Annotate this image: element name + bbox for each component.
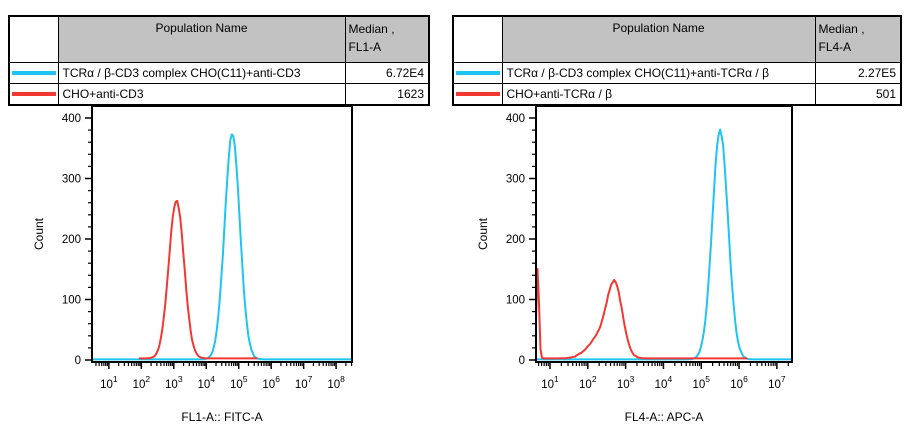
y-tick-label: 200	[62, 234, 81, 246]
histogram-curve	[138, 199, 258, 360]
axes: 101 102 103 104 105 106 107 0 100 200 300 400	[506, 113, 789, 391]
table-row[interactable]: CHO+anti-TCRα / β 501	[452, 83, 902, 106]
plot-frame	[535, 105, 793, 363]
table-row[interactable]: CHO+anti-CD3 1623	[8, 83, 430, 106]
population-name-header: Population Name	[57, 15, 346, 63]
population-name: TCRα / β-CD3 complex CHO(C11)+anti-TCRα …	[501, 62, 816, 84]
table-row[interactable]: TCRα / β-CD3 complex CHO(C11)+anti-CD3 6…	[8, 62, 430, 84]
cyan-series-swatch	[456, 71, 500, 75]
series-curves	[535, 128, 793, 361]
population-name: TCRα / β-CD3 complex CHO(C11)+anti-CD3	[57, 62, 346, 84]
table-header-row: Population Name Median , FL4-A	[452, 15, 902, 63]
swatch-header-cell	[8, 15, 59, 63]
y-tick-label: 300	[506, 174, 525, 186]
x-tick-label: 101	[541, 374, 559, 391]
swatch-header-cell	[452, 15, 503, 63]
median-header-line2: FL1-A	[348, 40, 382, 54]
y-tick-label: 300	[62, 174, 81, 186]
y-tick-label: 400	[62, 113, 81, 125]
y-tick-label: 0	[75, 355, 81, 367]
x-tick-label: 103	[617, 374, 635, 391]
red-series-swatch	[12, 92, 56, 96]
axes: 101 102 103 104 105 106 107 108 0 100 200 300 400	[62, 113, 353, 391]
median-header-line1: Median ,	[818, 22, 865, 36]
median-header: Median , FL1-A	[344, 15, 430, 63]
x-tick-label: 103	[165, 374, 183, 391]
swatch-cell	[452, 83, 503, 106]
median-header-line2: FL4-A	[818, 40, 852, 54]
y-tick-label: 0	[519, 355, 525, 367]
histogram-curve	[535, 268, 748, 360]
y-tick-label: 100	[62, 295, 81, 307]
median-value: 1623	[344, 83, 430, 106]
x-tick-label: 104	[655, 374, 673, 391]
x-tick-label: 102	[579, 374, 597, 391]
population-name-header: Population Name	[501, 15, 816, 63]
x-tick-label: 102	[133, 374, 151, 391]
x-axis-title: FL4-A:: APC-A	[625, 410, 704, 424]
y-axis-title: Count	[32, 217, 46, 250]
x-tick-label: 101	[100, 374, 118, 391]
median-header-line1: Median ,	[348, 22, 395, 36]
population-name: CHO+anti-TCRα / β	[501, 83, 816, 106]
median-value: 501	[814, 83, 902, 106]
x-tick-label: 108	[327, 374, 345, 391]
population-table-fl1[interactable]: Population Name Median , FL1-A TCRα / β-…	[8, 15, 430, 106]
y-axis-title: Count	[476, 217, 490, 250]
median-value: 2.27E5	[814, 62, 902, 84]
x-tick-label: 106	[262, 374, 280, 391]
median-header: Median , FL4-A	[814, 15, 902, 63]
plot-frame	[91, 105, 353, 363]
swatch-cell	[8, 62, 59, 84]
swatch-cell	[452, 62, 503, 84]
x-tick-label: 107	[768, 374, 786, 391]
x-tick-label: 106	[730, 374, 748, 391]
x-tick-label: 104	[197, 374, 215, 391]
series-curves	[91, 133, 353, 361]
x-axis-title: FL1-A:: FITC-A	[181, 410, 262, 424]
population-name: CHO+anti-CD3	[57, 83, 346, 106]
median-value: 6.72E4	[344, 62, 430, 84]
cyan-series-swatch	[12, 71, 56, 75]
table-header-row: Population Name Median , FL1-A	[8, 15, 430, 63]
flow-histogram-fl4-apc[interactable]: 101 102 103 104 105 106 107 0 100 200 300 400 FL4-A:…	[460, 100, 900, 440]
y-tick-label: 400	[506, 113, 525, 125]
x-tick-label: 105	[230, 374, 248, 391]
histogram-curve	[535, 128, 793, 361]
x-tick-label: 107	[295, 374, 313, 391]
y-tick-label: 200	[506, 234, 525, 246]
red-series-swatch	[456, 92, 500, 96]
population-table-fl4[interactable]: Population Name Median , FL4-A TCRα / β-…	[452, 15, 902, 106]
flow-histogram-fl1-fitc[interactable]: 101 102 103 104 105 106 107 108 0 100 200 300 400 FL1…	[20, 100, 450, 440]
x-tick-label: 105	[692, 374, 710, 391]
y-tick-label: 100	[506, 295, 525, 307]
table-row[interactable]: TCRα / β-CD3 complex CHO(C11)+anti-TCRα …	[452, 62, 902, 84]
histogram-curve	[91, 133, 353, 361]
swatch-cell	[8, 83, 59, 106]
